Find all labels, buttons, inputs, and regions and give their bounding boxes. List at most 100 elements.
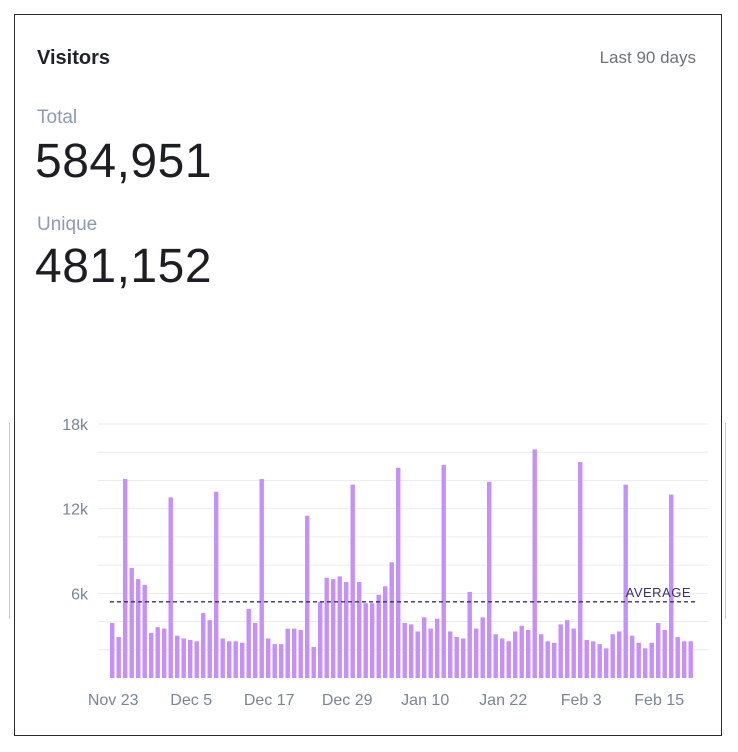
bar[interactable]: [285, 628, 290, 678]
bar[interactable]: [162, 628, 167, 678]
bar[interactable]: [591, 641, 596, 678]
bar[interactable]: [448, 631, 453, 678]
bar[interactable]: [376, 594, 381, 678]
bar[interactable]: [311, 646, 316, 678]
bar[interactable]: [142, 584, 147, 678]
bar[interactable]: [207, 620, 212, 678]
right-edge-divider: [725, 423, 726, 619]
bars: [110, 449, 693, 678]
bar[interactable]: [630, 635, 635, 678]
bar[interactable]: [344, 582, 349, 678]
bar[interactable]: [324, 577, 329, 678]
bar[interactable]: [110, 622, 115, 678]
bar[interactable]: [188, 639, 193, 678]
bar[interactable]: [428, 628, 433, 678]
bar[interactable]: [539, 634, 544, 678]
bar[interactable]: [136, 579, 141, 678]
bar[interactable]: [513, 631, 518, 678]
bar[interactable]: [168, 497, 173, 678]
bar[interactable]: [617, 631, 622, 678]
x-tick-label: Dec 17: [244, 692, 295, 709]
bar[interactable]: [688, 641, 693, 678]
bar[interactable]: [467, 591, 472, 678]
bar[interactable]: [675, 637, 680, 678]
bar[interactable]: [220, 638, 225, 678]
bar[interactable]: [506, 641, 511, 678]
bar[interactable]: [662, 630, 667, 678]
bar[interactable]: [610, 634, 615, 678]
card-title: Visitors: [37, 47, 110, 69]
bar[interactable]: [292, 628, 297, 678]
bar[interactable]: [487, 481, 492, 678]
bar[interactable]: [357, 582, 362, 678]
bar[interactable]: [519, 625, 524, 678]
bar[interactable]: [682, 641, 687, 678]
bar[interactable]: [565, 620, 570, 678]
bar[interactable]: [435, 618, 440, 678]
bar[interactable]: [636, 642, 641, 678]
x-tick-label: Feb 3: [561, 692, 602, 709]
bar[interactable]: [584, 639, 589, 678]
bar[interactable]: [305, 515, 310, 678]
x-tick-label: Dec 29: [322, 692, 373, 709]
bar[interactable]: [643, 648, 648, 678]
bar[interactable]: [233, 641, 238, 678]
bar[interactable]: [123, 479, 128, 678]
bar[interactable]: [396, 467, 401, 678]
bar[interactable]: [350, 484, 355, 678]
bar[interactable]: [526, 630, 531, 678]
bar[interactable]: [454, 637, 459, 678]
bar[interactable]: [604, 648, 609, 678]
bar[interactable]: [383, 586, 388, 678]
bar[interactable]: [298, 630, 303, 678]
bar[interactable]: [181, 638, 186, 678]
bar[interactable]: [480, 617, 485, 678]
bar[interactable]: [337, 576, 342, 678]
bar[interactable]: [532, 449, 537, 678]
bar[interactable]: [149, 632, 154, 678]
bar[interactable]: [129, 567, 134, 678]
bar[interactable]: [474, 628, 479, 678]
bar[interactable]: [558, 624, 563, 678]
bar[interactable]: [493, 634, 498, 678]
bar[interactable]: [409, 624, 414, 678]
bar[interactable]: [500, 638, 505, 678]
bar[interactable]: [214, 491, 219, 678]
bar[interactable]: [402, 622, 407, 678]
bar[interactable]: [597, 644, 602, 678]
bar[interactable]: [201, 613, 206, 678]
date-range-selector[interactable]: Last 90 days: [599, 48, 696, 67]
bar[interactable]: [331, 579, 336, 678]
bar[interactable]: [194, 641, 199, 678]
bar[interactable]: [441, 464, 446, 678]
bar[interactable]: [227, 641, 232, 678]
bar[interactable]: [253, 622, 258, 678]
bar[interactable]: [389, 562, 394, 678]
bar[interactable]: [266, 638, 271, 678]
bar[interactable]: [578, 462, 583, 678]
bar[interactable]: [272, 644, 277, 678]
bar[interactable]: [116, 637, 121, 678]
bar[interactable]: [571, 628, 576, 678]
bar[interactable]: [175, 635, 180, 678]
bar[interactable]: [649, 642, 654, 678]
gridlines: [98, 423, 708, 651]
unique-value: 481,152: [35, 240, 213, 293]
bar[interactable]: [370, 603, 375, 678]
bar[interactable]: [656, 622, 661, 678]
bar[interactable]: [552, 642, 557, 678]
bar[interactable]: [363, 603, 368, 678]
bar[interactable]: [669, 494, 674, 678]
bar[interactable]: [623, 484, 628, 678]
bar[interactable]: [318, 601, 323, 678]
bar[interactable]: [461, 638, 466, 678]
bar[interactable]: [240, 642, 245, 678]
bar[interactable]: [545, 641, 550, 678]
bar[interactable]: [279, 644, 284, 678]
bar[interactable]: [155, 627, 160, 678]
bar[interactable]: [259, 479, 264, 678]
total-label: Total: [37, 107, 78, 128]
bar[interactable]: [246, 608, 251, 678]
bar[interactable]: [422, 617, 427, 678]
bar[interactable]: [415, 631, 420, 678]
